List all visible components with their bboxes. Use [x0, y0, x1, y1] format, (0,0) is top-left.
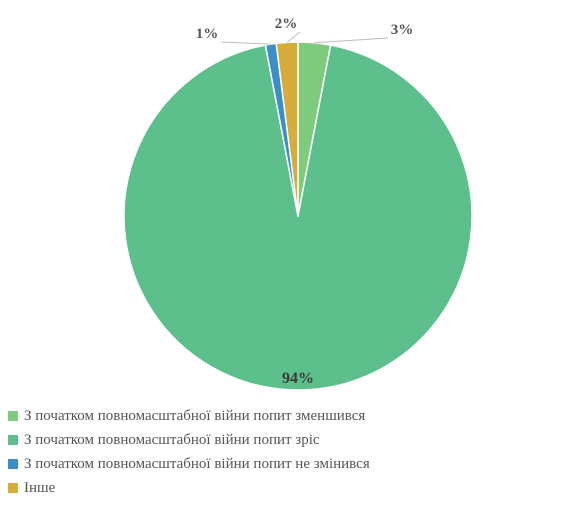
legend-swatch-increased — [8, 435, 18, 445]
legend-item-increased: З початком повномасштабної війни попит з… — [8, 428, 553, 452]
leader-line-other — [286, 31, 301, 43]
legend: З початком повномасштабної війни попит з… — [8, 404, 553, 500]
legend-swatch-decreased — [8, 411, 18, 421]
legend-swatch-unchanged — [8, 459, 18, 469]
legend-item-decreased: З початком повномасштабної війни попит з… — [8, 404, 553, 428]
data-label-increased: 94% — [282, 370, 314, 387]
legend-label-other: Інше — [24, 479, 56, 496]
slice-increased — [123, 44, 473, 391]
legend-label-increased: З початком повномасштабної війни попит з… — [24, 431, 320, 448]
data-label-decreased: 3% — [391, 22, 414, 38]
pie-chart: 3% 94% 1% 2% — [123, 16, 473, 391]
leader-line-unchanged — [220, 41, 271, 45]
legend-swatch-other — [8, 483, 18, 493]
data-label-unchanged: 1% — [196, 26, 219, 42]
data-label-other: 2% — [275, 16, 298, 32]
leader-line-decreased — [314, 37, 389, 44]
legend-item-unchanged: З початком повномасштабної війни попит н… — [8, 452, 553, 476]
legend-label-unchanged: З початком повномасштабної війни попит н… — [24, 455, 370, 472]
legend-label-decreased: З початком повномасштабної війни попит з… — [24, 407, 366, 424]
legend-item-other: Інше — [8, 476, 553, 500]
